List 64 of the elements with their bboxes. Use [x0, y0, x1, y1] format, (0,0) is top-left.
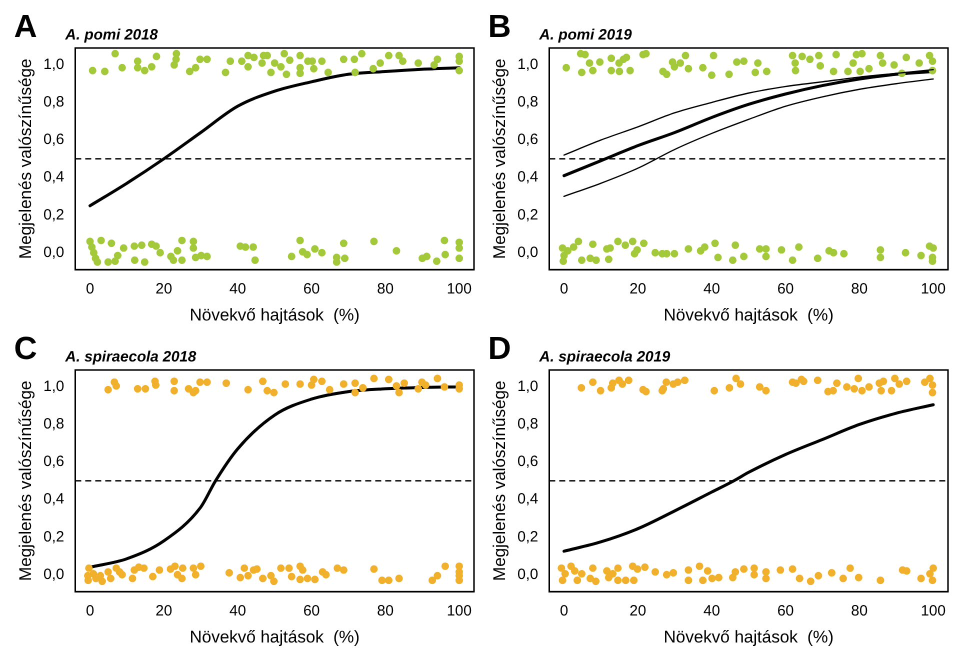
- x-axis-title: Növekvő hajtások (%): [190, 627, 360, 646]
- x-tick-label: 0: [560, 602, 568, 620]
- y-tick-label: 1,0: [43, 56, 64, 74]
- y-tick-label: 1,0: [517, 56, 538, 74]
- x-tick-label: 80: [851, 280, 868, 298]
- y-tick-label: 0,8: [43, 94, 64, 111]
- x-tick-label: 100: [446, 280, 472, 298]
- text: B: [488, 8, 512, 44]
- y-axis-title: Megjelenés valószínűsége: [16, 58, 35, 259]
- x-tick-label: 100: [446, 602, 472, 620]
- y-tick-label: 0,6: [43, 453, 64, 470]
- x-tick-label: 20: [156, 602, 172, 620]
- x-axis-title: Növekvő hajtások (%): [664, 627, 834, 646]
- x-tick-label: 20: [630, 602, 646, 620]
- y-axis-title: Megjelenés valószínűsége: [490, 380, 509, 581]
- x-axis-title: Növekvő hajtások (%): [190, 305, 360, 324]
- y-tick-label: 0,8: [43, 416, 64, 433]
- y-tick-label: 0,0: [43, 244, 64, 261]
- y-tick-label: 1,0: [517, 378, 538, 396]
- x-tick-label: 40: [703, 280, 720, 298]
- x-tick-label: 40: [229, 602, 246, 620]
- y-tick-label: 0,8: [517, 416, 538, 433]
- text: A: [14, 8, 38, 44]
- x-tick-label: 80: [851, 602, 868, 620]
- x-tick-label: 20: [630, 280, 646, 298]
- chart-title: A. pomi 2018: [64, 26, 158, 44]
- x-tick-label: 20: [156, 280, 172, 298]
- y-tick-label: 0,6: [43, 131, 64, 148]
- y-tick-label: 0,0: [43, 566, 64, 583]
- y-tick-label: 0,8: [517, 94, 538, 111]
- x-tick-label: 60: [303, 280, 320, 298]
- chart-title: A. pomi 2019: [538, 26, 632, 44]
- y-tick-label: 0,0: [517, 244, 538, 261]
- x-tick-label: 80: [377, 280, 394, 298]
- x-tick-label: 60: [777, 280, 794, 298]
- y-tick-label: 0,4: [517, 490, 538, 508]
- x-axis-title: Növekvő hajtások (%): [664, 305, 834, 324]
- y-tick-label: 0,0: [517, 566, 538, 583]
- chart-title: A. spiraecola 2019: [538, 348, 671, 366]
- y-axis-title: Megjelenés valószínűsége: [16, 380, 35, 581]
- y-tick-label: 0,6: [517, 453, 538, 470]
- x-tick-label: 60: [303, 602, 320, 620]
- y-tick-label: 0,4: [43, 490, 64, 508]
- x-tick-label: 60: [777, 602, 794, 620]
- x-tick-label: 0: [560, 280, 568, 298]
- y-axis-title: Megjelenés valószínűsége: [490, 58, 509, 259]
- x-tick-label: 80: [377, 602, 394, 620]
- y-tick-label: 0,4: [43, 168, 64, 186]
- y-tick-label: 1,0: [43, 378, 64, 396]
- chart-title: A. spiraecola 2018: [64, 348, 197, 366]
- y-tick-label: 0,4: [517, 168, 538, 186]
- y-tick-label: 0,2: [43, 528, 64, 546]
- x-tick-label: 0: [86, 602, 94, 620]
- y-tick-label: 0,6: [517, 131, 538, 148]
- text: D: [488, 330, 512, 366]
- y-tick-label: 0,2: [517, 206, 538, 224]
- y-tick-label: 0,2: [43, 206, 64, 224]
- x-tick-label: 100: [920, 602, 946, 620]
- text: C: [14, 330, 38, 366]
- x-tick-label: 40: [229, 280, 246, 298]
- y-tick-label: 0,2: [517, 528, 538, 546]
- x-tick-label: 40: [703, 602, 720, 620]
- x-tick-label: 100: [920, 280, 946, 298]
- x-tick-label: 0: [86, 280, 94, 298]
